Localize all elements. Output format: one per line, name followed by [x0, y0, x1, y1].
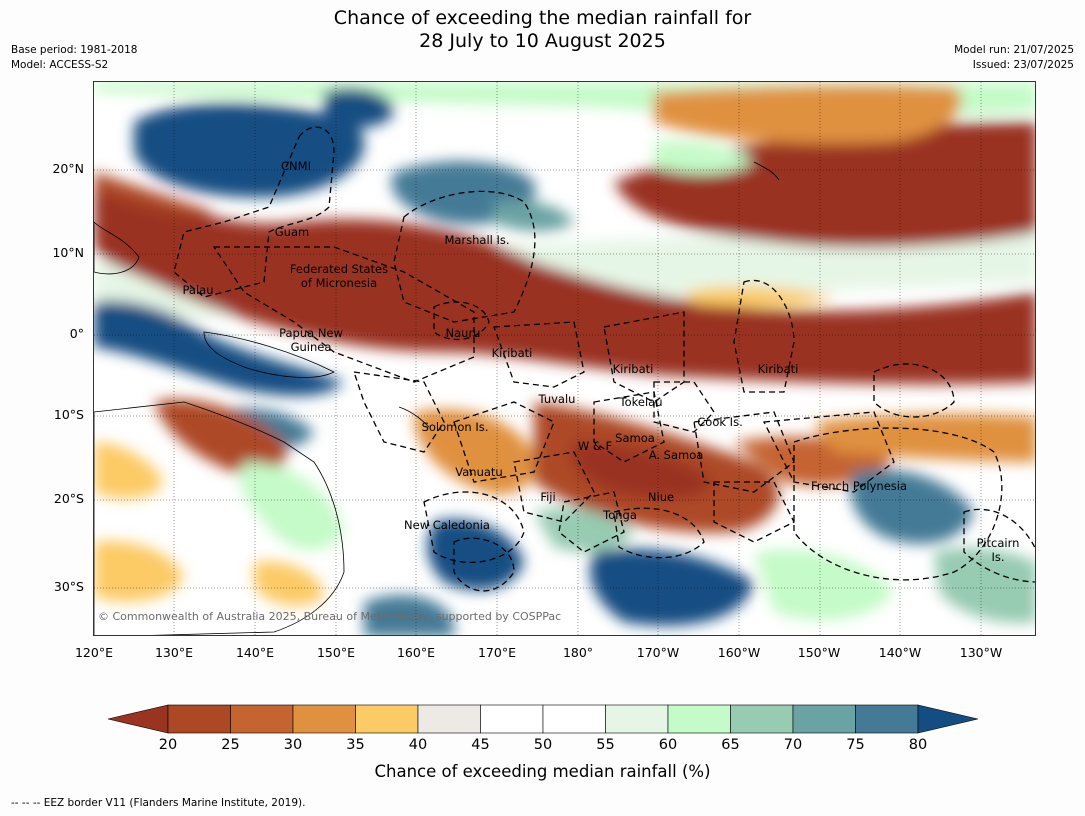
colorbar-tick-label: 65 [721, 737, 740, 753]
colorbar-tick-label: 30 [283, 737, 303, 753]
place-label-vanuatu: Vanuatu [455, 465, 503, 479]
colorbar-segment [355, 704, 419, 734]
meta-right: Model run: 21/07/2025 Issued: 23/07/2025 [954, 43, 1074, 73]
copyright-notice: © Commonwealth of Australia 2025, Bureau… [98, 610, 562, 623]
colorbar-tick-label: 40 [408, 737, 428, 753]
colorbar-tick-label: 70 [783, 737, 803, 753]
colorbar-segment [417, 704, 481, 734]
place-label-tonga: Tonga [603, 508, 637, 522]
lon-tick-160w: 160°W [717, 645, 761, 660]
title-line-2: 28 July to 10 August 2025 [419, 30, 666, 52]
place-label-kiribati-central: Kiribati [612, 362, 654, 376]
lon-tick-170w: 170°W [636, 645, 680, 660]
lon-tick-180: 180° [562, 645, 594, 660]
colorbar-segment [605, 704, 669, 734]
map-title: Chance of exceeding the median rainfall … [0, 7, 1085, 53]
place-label-kiribati-east: Kiribati [757, 362, 799, 376]
colorbar-segment [542, 704, 606, 734]
colorbar-tick-label: 75 [846, 737, 865, 753]
probability-field [94, 82, 1035, 635]
colorbar-tick-label: 20 [158, 737, 178, 753]
model-name: Model: ACCESS-S2 [11, 59, 109, 71]
lon-tick-130e: 130°E [154, 645, 193, 660]
place-label-fiji: Fiji [540, 490, 556, 504]
colorbar [107, 704, 979, 734]
meta-left: Base period: 1981-2018 Model: ACCESS-S2 [11, 43, 137, 73]
place-label-micronesia: Federated States of Micronesia [289, 262, 389, 290]
colorbar-segment [480, 704, 544, 734]
place-label-marshall: Marshall Is. [444, 233, 510, 247]
place-label-nauru: Nauru [445, 326, 481, 340]
place-label-french-polynesia: French Polynesia [810, 479, 908, 493]
colorbar-tick-label: 35 [346, 737, 365, 753]
colorbar-title: Chance of exceeding median rainfall (%) [374, 762, 711, 781]
coastlines [94, 161, 780, 635]
graticule [94, 82, 1035, 635]
colorbar-segment [730, 704, 794, 734]
place-label-niue: Niue [647, 490, 675, 504]
colorbar-extend-high [917, 704, 979, 734]
place-label-kiribati-west: Kiribati [491, 346, 533, 360]
place-label-new-caledonia: New Caledonia [404, 518, 490, 532]
place-label-cook: Cook Is. [697, 415, 743, 429]
lat-tick-0: 0° [69, 326, 84, 341]
lon-tick-150e: 150°E [316, 645, 355, 660]
model-run: Model run: 21/07/2025 [954, 44, 1074, 56]
lon-tick-170e: 170°E [477, 645, 516, 660]
lat-tick-10n: 10°N [52, 245, 84, 260]
lat-tick-30s: 30°S [53, 579, 84, 594]
colorbar-tick-label: 50 [533, 737, 553, 753]
colorbar-segment [292, 704, 356, 734]
lat-tick-20s: 20°S [53, 491, 84, 506]
colorbar-tick-label: 55 [596, 737, 615, 753]
map-canvas [94, 82, 1035, 635]
lon-tick-140e: 140°E [235, 645, 274, 660]
place-label-american-samoa: A. Samoa [648, 448, 704, 462]
colorbar-segment [792, 704, 856, 734]
place-label-png: Papua New Guinea [279, 326, 343, 354]
place-label-cnmi: CNMI [281, 159, 311, 173]
base-period: Base period: 1981-2018 [11, 44, 138, 56]
colorbar-segment [230, 704, 294, 734]
title-line-1: Chance of exceeding the median rainfall … [333, 7, 752, 29]
place-label-tokelau: Tokelau [619, 395, 663, 409]
lon-tick-150w: 150°W [797, 645, 841, 660]
colorbar-segment [667, 704, 731, 734]
eez-footnote: -- -- -- EEZ border V11 (Flanders Marine… [11, 797, 306, 809]
lon-tick-140w: 140°W [878, 645, 922, 660]
place-label-tuvalu: Tuvalu [538, 392, 576, 406]
lon-tick-130w: 130°W [959, 645, 1003, 660]
colorbar-tick-label: 60 [658, 737, 678, 753]
colorbar-segment [855, 704, 919, 734]
colorbar-tick-label: 80 [908, 737, 928, 753]
issued-date: Issued: 23/07/2025 [972, 59, 1074, 71]
rainfall-map [93, 81, 1036, 636]
eez-borders [173, 126, 1035, 592]
colorbar-segment [167, 704, 231, 734]
lon-tick-160e: 160°E [396, 645, 435, 660]
colorbar-tick-label: 25 [221, 737, 240, 753]
place-label-guam: Guam [274, 225, 310, 239]
place-label-samoa: Samoa [615, 431, 655, 445]
colorbar-extend-low [107, 704, 169, 734]
lat-tick-20n: 20°N [52, 161, 84, 176]
place-label-pitcairn: Pitcairn Is. [976, 536, 1020, 564]
lon-tick-120e: 120°E [74, 645, 113, 660]
place-label-palau: Palau [182, 283, 214, 297]
place-label-solomon: Solomon Is. [421, 420, 489, 434]
colorbar-tick-label: 45 [471, 737, 490, 753]
place-label-wallis-futuna: W & F [577, 439, 613, 453]
lat-tick-10s: 10°S [53, 407, 84, 422]
